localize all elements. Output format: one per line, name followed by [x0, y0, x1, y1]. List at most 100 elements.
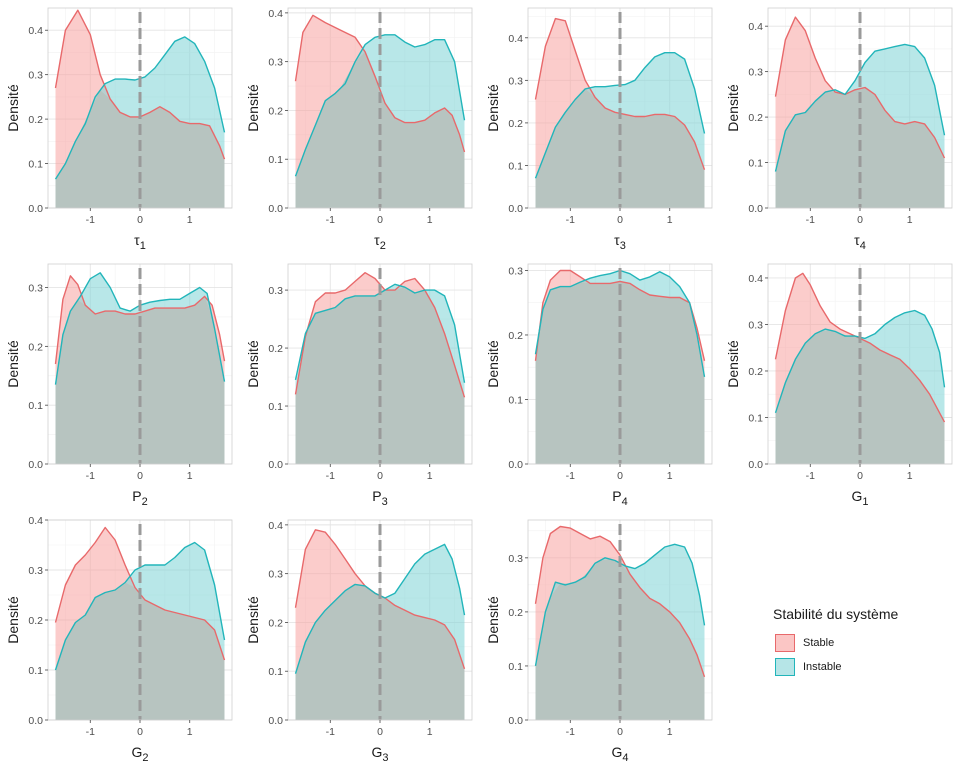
x-tick-label: 0: [377, 726, 383, 738]
y-tick-label: 0.3: [748, 67, 763, 79]
y-axis-title: Densité: [5, 84, 21, 132]
y-tick-label: 0.2: [508, 330, 523, 342]
x-tick-label: -1: [806, 214, 815, 226]
y-tick-label: 0.3: [28, 565, 43, 577]
line-stable: [534, 269, 706, 361]
y-axis-title: Densité: [485, 596, 501, 644]
x-tick-label: 1: [667, 214, 673, 226]
line-instable: [54, 541, 226, 671]
y-tick-label: 0.4: [748, 21, 763, 33]
line-stable: [54, 275, 226, 365]
y-tick-label: 0.4: [268, 8, 283, 20]
facet-2: 0.0 0.1 0.2 0.3 0.4 -1 0 1 τ2 Densité: [245, 7, 473, 252]
y-tick-label: 0.1: [268, 666, 283, 678]
y-tick-label: 0.1: [28, 665, 43, 677]
x-tick-label: 1: [667, 470, 673, 482]
x-axis-title: τ4: [854, 232, 866, 252]
x-tick-label: 1: [667, 726, 673, 738]
x-tick-label: -1: [326, 470, 335, 482]
x-tick-label: 0: [617, 214, 623, 226]
x-tick-label: 1: [427, 726, 433, 738]
x-tick-label: 0: [857, 470, 863, 482]
facet-5: 0.0 0.1 0.2 0.3 -1 0 1 P2 Densité: [5, 263, 233, 508]
line-stable: [774, 16, 946, 159]
y-axis-title: Densité: [485, 340, 501, 388]
y-tick-label: 0.0: [508, 715, 523, 727]
legend-label-stable: Stable: [803, 637, 835, 649]
y-tick-label: 0.2: [268, 343, 283, 355]
line-instable: [774, 309, 946, 414]
x-tick-label: 1: [907, 470, 913, 482]
y-tick-label: 0.2: [508, 607, 523, 619]
y-axis-title: Densité: [245, 596, 261, 644]
y-tick-label: 0.0: [508, 203, 523, 215]
y-tick-label: 0.2: [28, 114, 43, 126]
y-axis-title: Densité: [725, 340, 741, 388]
x-tick-label: 1: [907, 214, 913, 226]
y-tick-label: 0.3: [268, 285, 283, 297]
area-overlap: [295, 287, 465, 464]
x-tick-label: -1: [86, 470, 95, 482]
y-axis-title: Densité: [485, 84, 501, 132]
x-axis-title: G3: [371, 744, 388, 764]
y-tick-label: 0.0: [748, 203, 763, 215]
y-axis-title: Densité: [5, 340, 21, 388]
y-tick-label: 0.4: [748, 273, 763, 285]
x-axis-title: τ1: [134, 232, 146, 252]
y-tick-label: 0.0: [508, 459, 523, 471]
y-tick-label: 0.1: [28, 400, 43, 412]
y-axis-title: Densité: [5, 596, 21, 644]
y-tick-label: 0.4: [28, 515, 43, 527]
x-axis-title: G2: [131, 744, 148, 764]
x-axis-title: G4: [611, 744, 628, 764]
x-tick-label: 1: [427, 214, 433, 226]
y-tick-label: 0.2: [748, 112, 763, 124]
y-tick-label: 0.4: [268, 520, 283, 532]
facet-6: 0.0 0.1 0.2 0.3 -1 0 1 P3 Densité: [245, 263, 473, 508]
x-axis-title: P4: [612, 488, 627, 508]
y-axis-title: Densité: [245, 340, 261, 388]
x-tick-label: -1: [566, 726, 575, 738]
x-tick-label: 0: [617, 470, 623, 482]
x-tick-label: 0: [137, 470, 143, 482]
x-tick-label: 0: [377, 470, 383, 482]
x-tick-label: -1: [326, 214, 335, 226]
x-tick-label: -1: [806, 470, 815, 482]
line-stable: [294, 14, 466, 153]
legend-key-instable: [775, 658, 795, 676]
y-tick-label: 0.2: [28, 341, 43, 353]
y-tick-label: 0.4: [508, 33, 523, 45]
y-axis-title: Densité: [245, 84, 261, 132]
y-tick-label: 0.1: [748, 412, 763, 424]
facet-3: 0.0 0.1 0.2 0.3 0.4 -1 0 1 τ3 Densité: [485, 7, 713, 252]
y-tick-label: 0.3: [508, 265, 523, 277]
facet-1: 0.0 0.1 0.2 0.3 0.4 -1 0 1 τ1 Densité: [5, 7, 233, 252]
x-axis-title: τ2: [374, 232, 386, 252]
line-instable: [294, 543, 466, 674]
y-tick-label: 0.1: [508, 661, 523, 673]
x-axis-title: P3: [372, 488, 387, 508]
y-tick-label: 0.1: [748, 158, 763, 170]
y-tick-label: 0.0: [268, 459, 283, 471]
legend-label-instable: Instable: [803, 661, 842, 673]
x-tick-label: -1: [566, 214, 575, 226]
legend-key-stable: [775, 634, 795, 652]
y-tick-label: 0.3: [28, 283, 43, 295]
y-tick-label: 0.3: [268, 57, 283, 69]
y-tick-label: 0.1: [268, 401, 283, 413]
line-instable: [534, 543, 706, 667]
y-tick-label: 0.0: [28, 459, 43, 471]
y-tick-label: 0.2: [268, 617, 283, 629]
y-tick-label: 0.2: [748, 366, 763, 378]
y-tick-label: 0.3: [508, 553, 523, 565]
y-tick-label: 0.1: [28, 159, 43, 171]
y-tick-label: 0.3: [28, 70, 43, 82]
x-tick-label: -1: [566, 470, 575, 482]
line-stable: [54, 9, 226, 160]
x-tick-label: 1: [427, 470, 433, 482]
y-tick-label: 0.1: [508, 160, 523, 172]
facet-9: 0.0 0.1 0.2 0.3 0.4 -1 0 1 G2 Densité: [5, 515, 233, 764]
x-tick-label: -1: [326, 726, 335, 738]
x-tick-label: 0: [857, 214, 863, 226]
